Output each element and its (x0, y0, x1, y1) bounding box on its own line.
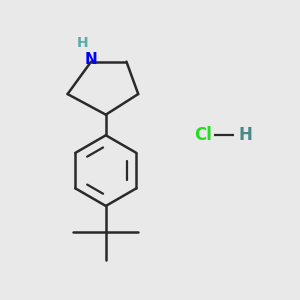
Text: N: N (85, 52, 98, 67)
Text: H: H (77, 36, 89, 50)
Text: H: H (238, 126, 252, 144)
Text: Cl: Cl (194, 126, 212, 144)
